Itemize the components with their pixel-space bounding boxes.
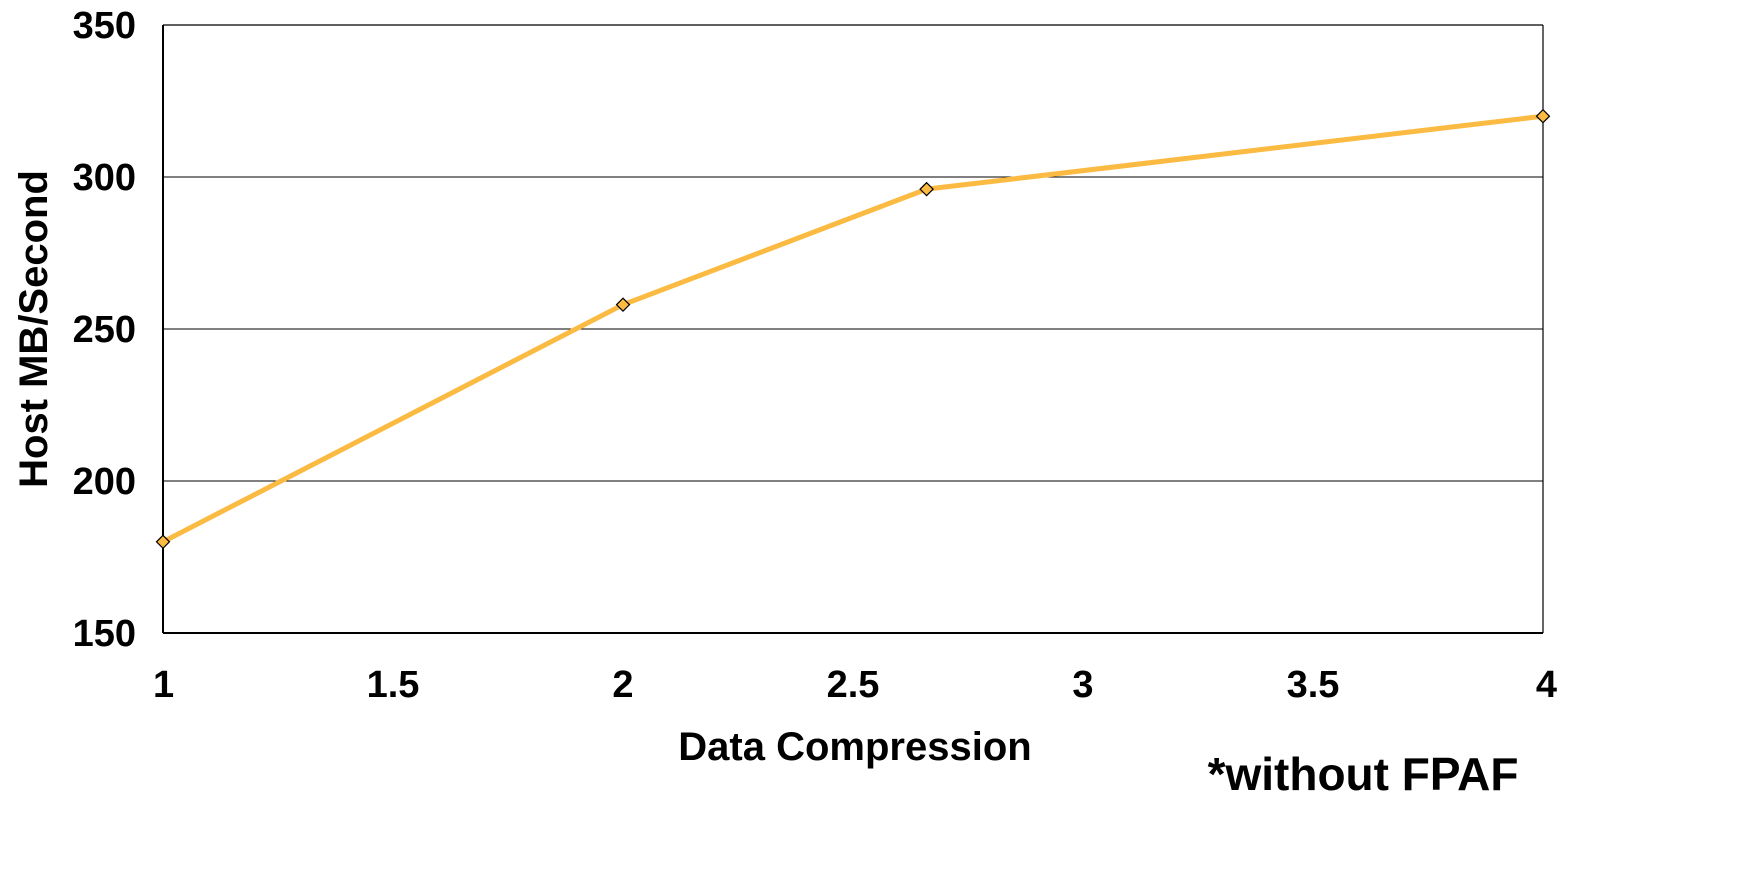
- x-tick-label: 1.5: [367, 664, 420, 706]
- y-tick-label: 250: [73, 309, 136, 351]
- axes: [162, 24, 1544, 634]
- x-tick-label: 1: [153, 664, 174, 706]
- y-tick-label: 150: [73, 613, 136, 655]
- x-tick-label: 2: [612, 664, 633, 706]
- y-tick-label: 200: [73, 461, 136, 503]
- footnote-annotation: *without FPAF: [1208, 748, 1519, 800]
- x-axis-title: Data Compression: [678, 725, 1031, 769]
- y-tick-label: 350: [73, 5, 136, 47]
- data-point-marker: [615, 297, 631, 313]
- series-line: [161, 113, 1544, 545]
- y-tick-labels: 150 200 250 300 350: [73, 5, 136, 655]
- x-tick-labels: 1 1.5 2 2.5 3 3.5 4: [153, 664, 1557, 706]
- y-tick-label: 300: [73, 157, 136, 199]
- y-axis-title: Host MB/Second: [12, 170, 56, 488]
- x-tick-label: 3.5: [1287, 664, 1340, 706]
- series-layer: [155, 108, 1551, 550]
- data-point-marker: [155, 534, 171, 550]
- data-point-marker: [1535, 108, 1551, 124]
- x-tick-label: 2.5: [827, 664, 880, 706]
- gridlines: [163, 176, 1543, 482]
- data-point-marker: [919, 181, 934, 197]
- x-tick-label: 4: [1536, 664, 1557, 706]
- x-tick-label: 3: [1072, 664, 1093, 706]
